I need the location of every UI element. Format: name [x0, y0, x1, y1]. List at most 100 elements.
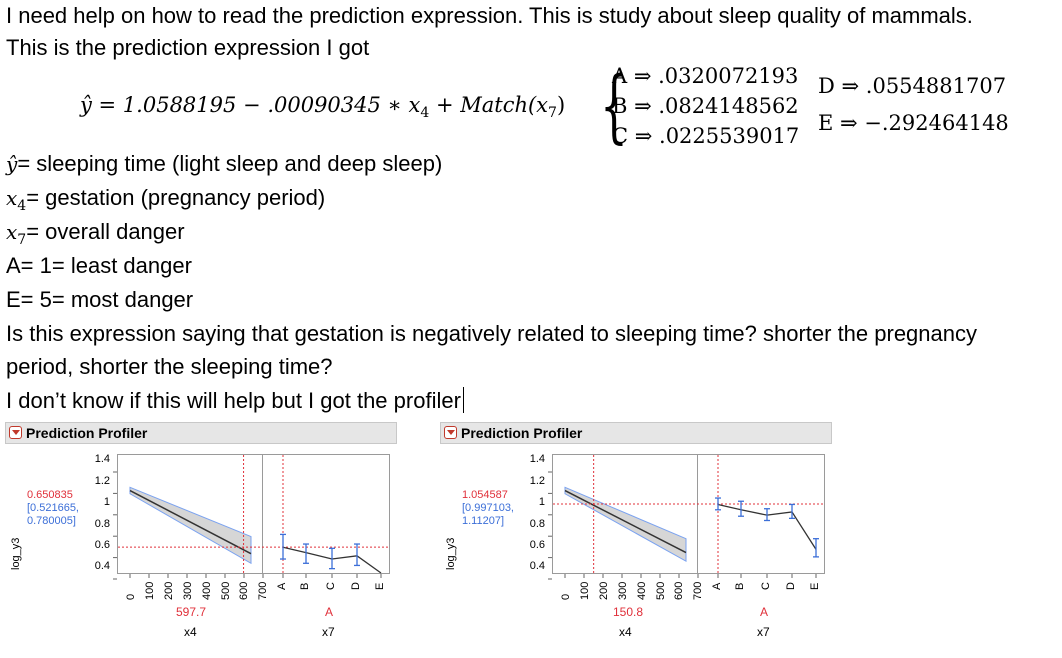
x7-tick-label: A — [276, 582, 288, 590]
x4-tick-label: 200 — [163, 581, 175, 600]
x4-tick-label: 700 — [692, 581, 704, 600]
confidence-band — [129, 486, 252, 565]
equation-lhs-sub: 4 — [420, 105, 430, 122]
text-cursor — [462, 387, 464, 413]
x7-tick-label: E — [809, 582, 821, 590]
equation-brace: { — [600, 59, 628, 152]
profiler-2-header[interactable]: Prediction Profiler — [440, 422, 832, 444]
definition-x4: x4= gestation (pregnancy period) — [6, 182, 325, 222]
y-tick-label: 1 — [103, 496, 110, 508]
profiler-2-ci-high: 1.11207] — [462, 515, 505, 527]
x4-tick-label: 0 — [125, 593, 137, 600]
x4-tick-label: 0 — [560, 593, 572, 600]
x4-tick-label: 300 — [617, 581, 629, 600]
definition-x7-text: = overall danger — [26, 219, 185, 244]
x4-tick-label: 700 — [257, 581, 269, 600]
prediction-trace — [564, 489, 687, 554]
profiler-2-x4-value[interactable]: 150.8 — [613, 605, 644, 619]
x7-tick-label: B — [299, 582, 311, 590]
y-tick-label: 1.2 — [529, 475, 545, 487]
definition-x7-sub: 7 — [17, 232, 27, 248]
x4-tick-label: 500 — [220, 581, 232, 600]
x4-tick-label: 200 — [598, 581, 610, 600]
profiler-1-header[interactable]: Prediction Profiler — [5, 422, 397, 444]
x4-tick-label: 100 — [144, 581, 156, 600]
profiler-2-chart — [548, 455, 824, 580]
question-text-3: I don’t know if this will help but I got… — [6, 385, 464, 417]
profiler-2-x7-value[interactable]: A — [760, 605, 769, 619]
question-line-1: I need help on how to read the predictio… — [6, 3, 973, 28]
x7-tick-label: D — [785, 582, 797, 590]
y-tick-label: 1.2 — [94, 475, 110, 487]
y-tick-label: 0.4 — [529, 560, 545, 572]
definition-x4-sub: 4 — [17, 198, 27, 214]
profiler-1-ci-high: 0.780005] — [27, 515, 76, 527]
y-tick-label: 1 — [538, 496, 545, 508]
y-tick-label: 0.4 — [94, 560, 110, 572]
definition-x7-letter: x — [6, 220, 18, 244]
definition-a: A= 1= least danger — [6, 253, 192, 278]
profiler-2-x7-name: x7 — [757, 625, 770, 639]
x7-tick-label: B — [734, 582, 746, 590]
profiler-1-chart — [113, 455, 389, 580]
x7-tick-label: D — [350, 582, 362, 590]
x4-tick-label: 600 — [238, 581, 250, 600]
question-text-3-content: I don’t know if this will help but I got… — [6, 388, 461, 413]
equation-case-e: E ⇒ −.292464148 — [818, 111, 1009, 135]
profiler-2-title: Prediction Profiler — [461, 425, 583, 441]
definition-y: ŷ= sleeping time (light sleep and deep s… — [6, 148, 442, 180]
disclosure-triangle-icon[interactable] — [444, 426, 457, 439]
x4-tick-label: 100 — [579, 581, 591, 600]
profiler-1-title: Prediction Profiler — [26, 425, 148, 441]
x7-tick-label: E — [374, 582, 386, 590]
profiler-1-x7-value[interactable]: A — [325, 605, 334, 619]
definition-x7: x7= overall danger — [6, 216, 185, 256]
y-tick-label: 0.6 — [94, 539, 110, 551]
y-tick-label: 0.8 — [94, 518, 110, 530]
x4-tick-label: 600 — [673, 581, 685, 600]
profiler-2-body: log_y3 1.054587 [0.997103, 1.11207] 1.4 … — [440, 445, 835, 650]
question-text-2: period, shorter the sleeping time? — [6, 354, 333, 379]
equation-match-sub: 7 — [548, 105, 557, 122]
x4-tick-label: 400 — [201, 581, 213, 600]
definition-x4-symbol: x4 — [6, 186, 26, 214]
x4-tick-label: 500 — [655, 581, 667, 600]
profiler-1-prediction[interactable]: 0.650835 — [27, 489, 73, 501]
equation-match-end: ) — [556, 93, 566, 117]
equation-plus: + — [429, 93, 461, 117]
question-line-2: This is the prediction expression I got — [6, 35, 370, 60]
equation-case-a: A ⇒ .0320072193 — [612, 64, 799, 88]
profiler-2-prediction[interactable]: 1.054587 — [462, 489, 508, 501]
confidence-band — [564, 486, 687, 563]
y-tick-label: 0.6 — [529, 539, 545, 551]
x7-tick-label: A — [711, 582, 723, 590]
prediction-trace — [129, 489, 252, 555]
definition-y-symbol: ŷ — [6, 152, 18, 176]
profiler-1-x4-name: x4 — [184, 625, 197, 639]
definition-e: E= 5= most danger — [6, 287, 194, 312]
disclosure-triangle-icon[interactable] — [9, 426, 22, 439]
x4-tick-label: 300 — [182, 581, 194, 600]
equation-case-d: D ⇒ .0554881707 — [818, 74, 1007, 98]
x7-tick-label: C — [760, 582, 772, 590]
profiler-2-ci-low: [0.997103, — [462, 502, 514, 514]
profiler-1-x4-value[interactable]: 597.7 — [176, 605, 207, 619]
y-tick-label: 1.4 — [94, 453, 110, 465]
profiler-1-body: log_y3 0.650835 [0.521665, 0.780005] 1.4… — [5, 445, 400, 650]
profiler-2-x4-name: x4 — [619, 625, 632, 639]
equation-lhs: ŷ = 1.0588195 − .00090345 ∗ x — [80, 93, 421, 117]
x7-tick-label: C — [325, 582, 337, 590]
definition-x4-text: = gestation (pregnancy period) — [26, 185, 326, 210]
equation-case-c: C ⇒ .0225539017 — [612, 124, 800, 148]
y-tick-label: 1.4 — [529, 453, 545, 465]
profiler-1-ci-low: [0.521665, — [27, 502, 79, 514]
equation-case-b: B ⇒ .0824148562 — [612, 94, 799, 118]
equation-match: Match(x — [460, 93, 549, 117]
definition-x7-symbol: x7 — [6, 220, 26, 248]
x4-tick-label: 400 — [636, 581, 648, 600]
definition-x4-letter: x — [6, 186, 18, 210]
profiler-1-x7-name: x7 — [322, 625, 335, 639]
definition-y-text: = sleeping time (light sleep and deep sl… — [17, 151, 443, 176]
question-text-1: Is this expression saying that gestation… — [6, 321, 977, 346]
y-tick-label: 0.8 — [529, 518, 545, 530]
